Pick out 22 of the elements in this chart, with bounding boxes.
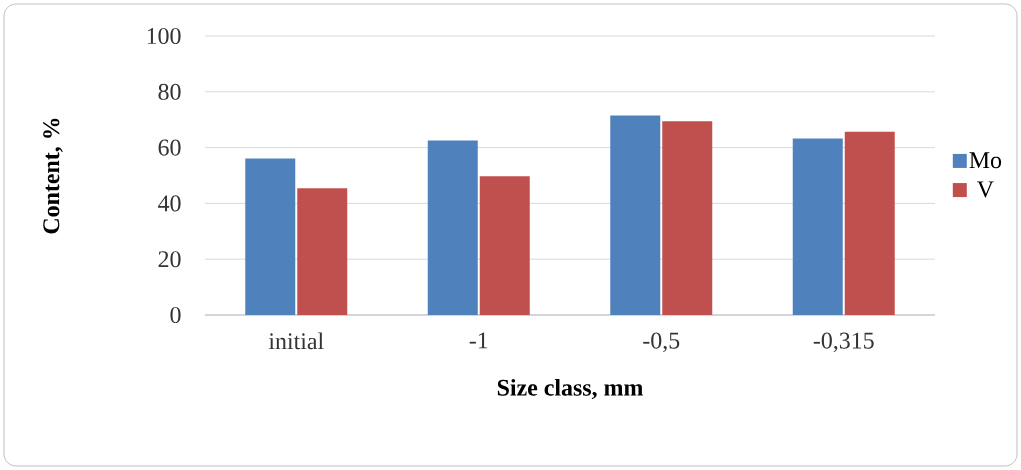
x-tick-label: -0,5: [643, 332, 680, 353]
y-tick-label: 40: [158, 195, 181, 212]
x-axis-title: Size class, mm: [497, 378, 643, 400]
bar: [427, 140, 478, 315]
bar: [245, 158, 296, 315]
bar: [792, 138, 843, 315]
x-tick-label: initial: [268, 332, 324, 350]
bar: [479, 176, 530, 315]
legend-label: Mo: [969, 152, 1002, 169]
bar: [844, 131, 895, 315]
x-tick-label: -0,315: [813, 332, 874, 353]
bar: [610, 115, 661, 315]
x-tick-label: -1: [469, 332, 488, 349]
y-axis-title: Content, %: [43, 118, 63, 234]
bar: [297, 188, 348, 315]
bar: [662, 121, 713, 315]
y-tick-label: 100: [147, 27, 181, 45]
y-tick-label: 20: [158, 251, 181, 268]
y-tick-label: 80: [158, 83, 181, 100]
y-tick-label: 60: [158, 139, 181, 156]
y-tick-label: 0: [170, 306, 181, 324]
legend-label: V: [977, 181, 994, 198]
